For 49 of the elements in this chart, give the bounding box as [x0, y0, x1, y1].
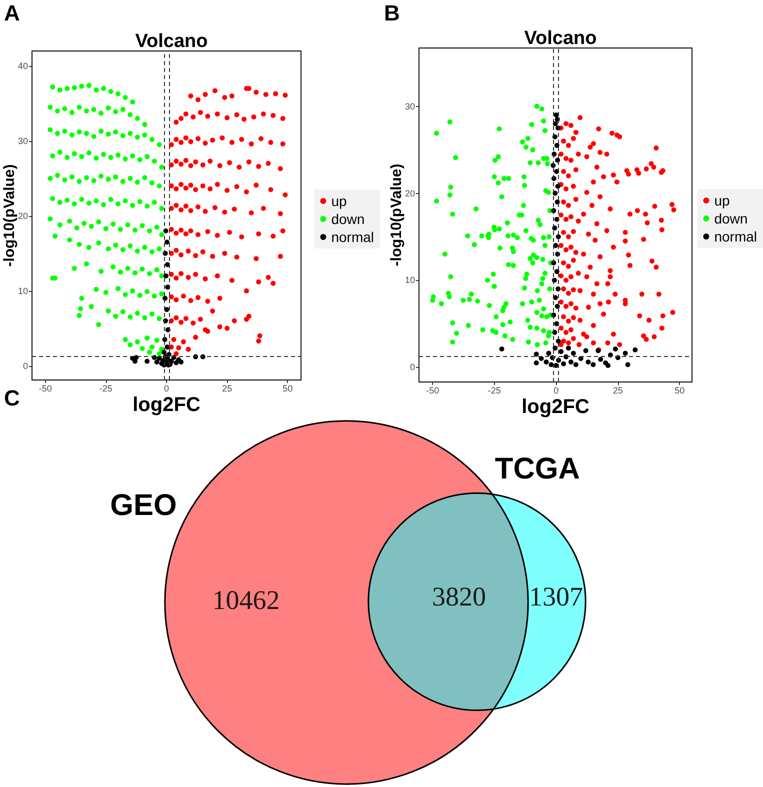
- point: [164, 273, 169, 278]
- y-tick-label: 20: [404, 188, 415, 198]
- y-tick-label: 30: [404, 101, 415, 112]
- y-tick-label: 20: [18, 210, 28, 221]
- x-tick-label: 50: [674, 386, 685, 396]
- y-axis-title: -log10(pValue): [388, 164, 405, 266]
- y-axis-title: -log10(pValue): [1, 164, 18, 267]
- chart-title: Volcano: [524, 28, 597, 49]
- y-tick-label: 10: [18, 286, 28, 296]
- x-tick-label: 25: [612, 386, 623, 396]
- legend-label: up: [714, 192, 730, 208]
- legend-label: down: [331, 211, 365, 227]
- text: A: [4, 0, 20, 26]
- chart-title: Volcano: [135, 31, 208, 52]
- y-tick-label: 0: [22, 360, 28, 371]
- x-tick-label: 50: [282, 384, 293, 394]
- point: [154, 360, 160, 365]
- x-axis-title: log2FC: [132, 394, 200, 416]
- text: C: [4, 386, 20, 410]
- point: [178, 360, 184, 365]
- legend-label: normal: [331, 229, 374, 245]
- x-tick-label: 25: [222, 384, 232, 394]
- y-tick-label: 30: [18, 136, 28, 146]
- y-tick-label: 10: [404, 275, 415, 286]
- x-tick-label: -25: [488, 386, 501, 396]
- text: B: [384, 0, 400, 26]
- x-axis-title: log2FC: [522, 396, 590, 418]
- x-tick-label: -25: [99, 384, 112, 394]
- legend-label: up: [331, 193, 347, 209]
- y-tick-label: 0: [410, 362, 415, 372]
- point: [164, 240, 170, 245]
- point: [132, 358, 138, 364]
- y-tick-label: 40: [18, 60, 28, 71]
- text: 1307: [529, 582, 583, 612]
- legend-label: down: [714, 210, 748, 226]
- x-tick-label: -50: [426, 386, 440, 396]
- point: [144, 358, 150, 364]
- text: TCGA: [494, 452, 580, 486]
- x-tick-label: -50: [38, 384, 52, 394]
- point: [164, 344, 170, 350]
- text: 10462: [212, 585, 280, 615]
- x-tick-label: 0: [554, 386, 559, 396]
- text: GEO: [110, 489, 177, 522]
- x-tick-label: 0: [164, 384, 170, 394]
- point: [164, 307, 170, 312]
- point: [134, 355, 139, 360]
- legend-label: normal: [714, 228, 758, 244]
- point: [164, 262, 170, 268]
- text: 3820: [432, 582, 486, 612]
